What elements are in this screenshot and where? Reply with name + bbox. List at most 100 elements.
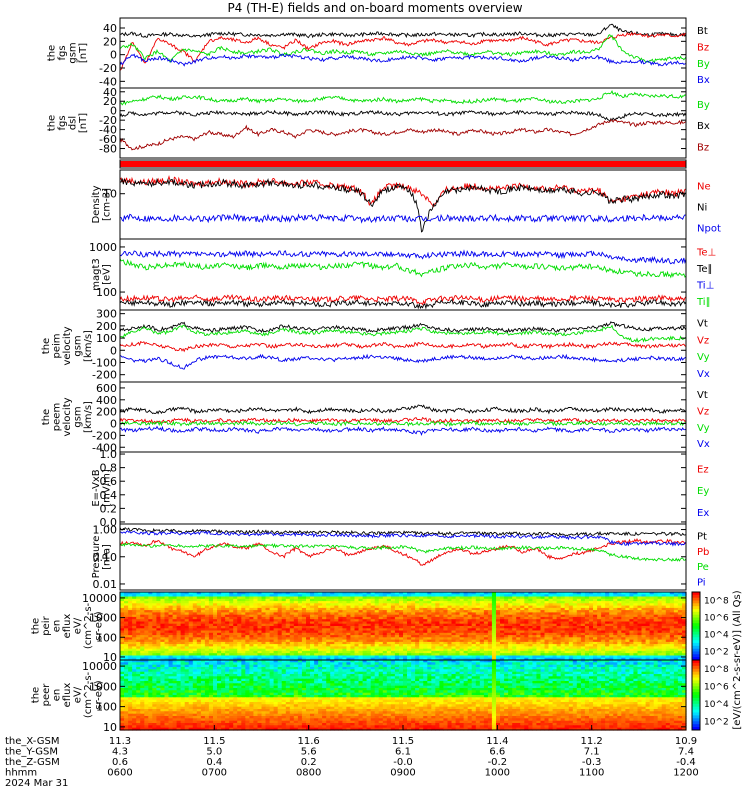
spectrogram-cell [386,630,392,634]
spectrogram-cell [423,655,428,659]
ytick-label: 600 [96,382,117,395]
spectrogram-cell [168,644,174,647]
spectrogram-cell [140,669,145,673]
ytick-label: 100 [96,332,117,345]
spectrogram-cell [568,605,574,609]
spectrogram-cell [435,607,440,611]
spectrogram-cell [200,632,206,636]
series-fgs-2 [119,34,687,64]
spectrogram-cell [306,610,311,613]
spectrogram-cell [439,601,444,604]
spectrogram-cell [277,594,283,598]
spectrogram-cell [407,653,412,657]
spectrogram-cell [273,664,279,668]
spectrogram-cell [285,641,291,645]
spectrogram-cell [560,626,566,629]
spectrogram-cell [148,662,153,666]
spectrogram-cell [326,612,331,616]
spectrogram-cell [447,657,453,661]
spectrogram-cell [621,653,626,657]
spectrogram-cell [192,626,198,629]
spectrogram-cell [180,592,186,595]
spectrogram-cell [184,655,190,659]
spectrogram-cell [455,598,461,602]
spectrogram-cell [229,612,234,616]
spectrogram-cell [633,635,638,638]
spectrogram-cell [140,650,145,654]
spectrogram-cell [625,635,630,638]
spectrogram-cell [297,635,303,638]
spectrogram-cell [132,664,137,668]
spectrogram-cell [354,646,360,650]
spectrogram-cell [403,650,408,654]
spectrogram-cell [617,626,622,629]
spectrogram-cell [208,653,214,657]
spectrogram-cell [285,610,291,613]
spectrogram-cell [621,619,626,623]
spectrogram-cell [528,660,533,663]
spectrogram-cell [261,614,267,618]
spectrogram-cell [617,657,622,661]
spectrogram-cell [516,648,521,652]
spectrogram-cell [301,612,307,616]
spectrogram-cell [407,592,412,595]
spectrogram-cell [435,632,440,636]
ylabel-line: (cm^2-s- [83,602,94,649]
spectrogram-cell [423,596,428,600]
spectrogram-cell [204,632,210,636]
spectrogram-cell [261,646,267,650]
spectrogram-cell [483,601,489,604]
spectrogram-cell [366,601,372,604]
ytick-label: 0.4 [100,489,118,502]
spectrogram-cell [677,610,683,613]
spectrogram-cell [491,650,497,654]
spectrogram-cell [358,644,364,647]
spectrogram-cell [180,630,186,634]
spectrogram-cell [148,630,153,634]
spectrogram-cell [669,621,675,625]
spectrogram-cell [273,594,279,598]
spectrogram-cell [467,601,473,604]
spectrogram-cell [390,598,396,602]
spectrogram-cell [297,632,303,636]
spectrogram-cell [471,657,477,661]
spectrogram-cell [589,644,594,647]
spectrogram-cell [443,664,448,668]
spectrogram-cell [265,621,271,625]
spectrogram-cell [572,623,578,627]
spectrogram-cell [443,667,448,670]
spectrogram-cell [128,623,133,627]
spectrogram-cell [633,632,638,636]
spectrogram-cell [322,607,327,611]
spectrogram-cell [584,594,590,598]
spectrogram-cell [301,630,307,634]
spectrogram-cell [249,598,254,602]
spectrogram-cell [415,628,420,632]
spectrogram-cell [386,607,392,611]
spectrogram-cell [669,635,675,638]
spectrogram-cell [589,648,594,652]
spectrogram-cell [204,614,210,618]
spectrogram-cell [322,644,327,647]
spectrogram-cell [269,616,275,620]
spectrogram-cell [200,641,206,645]
spectrogram-cell [374,657,380,661]
spectrogram-cell [148,650,153,654]
spectrogram-cell [560,648,566,652]
spectrogram-cell [564,610,570,613]
spectrogram-cell [673,598,679,602]
spectrogram-cell [342,603,347,607]
spectrogram-cell [500,605,505,609]
spectrogram-cell [621,632,626,636]
spectrogram-cell [407,664,412,668]
spectrogram-cell [548,637,554,641]
spectrogram-cell [285,635,291,638]
spectrogram-cell [407,646,412,650]
spectrogram-cell [419,610,424,613]
spectrogram-cell [483,594,489,598]
spectrogram-cell [459,616,465,620]
spectrogram-cell [293,650,299,654]
spectrogram-cell [496,612,501,616]
spectrogram-cell [204,648,210,652]
spectrogram-cell [281,621,287,625]
